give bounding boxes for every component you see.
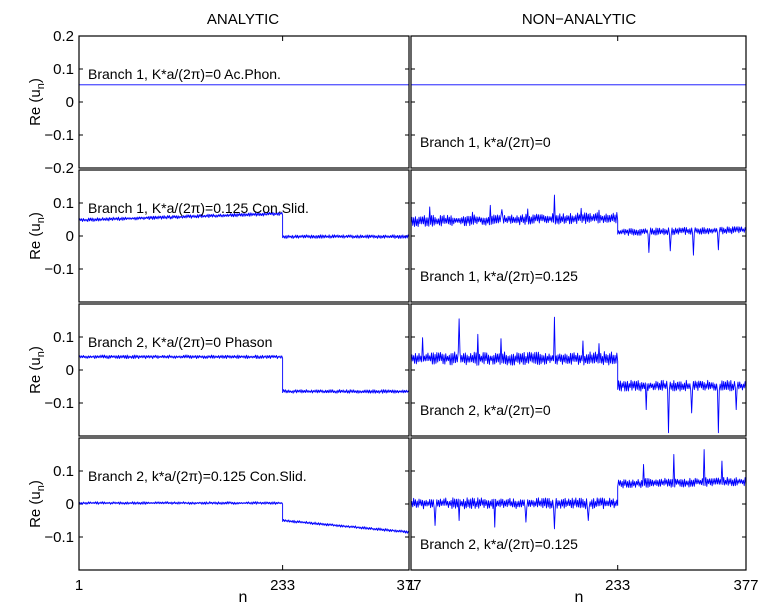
panel-annotation: Branch 1, K*a/(2π)=0 Ac.Phon. xyxy=(88,66,281,82)
y-axis-label-text: Re (u xyxy=(27,223,44,260)
y-tick-label: 0 xyxy=(66,362,74,379)
x-axis-label-left: n xyxy=(239,589,248,606)
panel-frame xyxy=(78,303,410,437)
series-line xyxy=(78,354,410,394)
panel-annotation: Branch 2, k*a/(2π)=0.125 Con.Slid. xyxy=(88,468,307,484)
panel-frame xyxy=(410,303,747,437)
panel-0-1: Branch 1, k*a/(2π)=0 xyxy=(410,35,747,169)
y-axis-label-text: Re (u xyxy=(27,357,44,394)
y-axis-label-close: ) xyxy=(27,346,44,351)
panel-1-1: Branch 1, k*a/(2π)=0.125 xyxy=(410,169,747,303)
y-axis-label: Re (un) xyxy=(27,480,47,528)
y-axis-label: Re (un) xyxy=(27,212,47,260)
panel-frame xyxy=(410,35,747,169)
x-tick-label: 233 xyxy=(270,577,295,594)
y-tick-label: 0 xyxy=(66,496,74,513)
y-tick-label: 0.1 xyxy=(53,329,74,346)
y-tick-label: −0.1 xyxy=(44,529,74,546)
series-line xyxy=(78,501,410,534)
y-axis-label: Re (un) xyxy=(27,78,47,126)
y-axis-label-close: ) xyxy=(27,78,44,83)
panel-frame xyxy=(410,437,747,571)
y-axis-label-text: Re (u xyxy=(27,491,44,528)
x-tick-label: 377 xyxy=(396,577,421,594)
x-tick-label: 1 xyxy=(407,577,415,594)
y-tick-label: 0.2 xyxy=(53,28,74,45)
panel-annotation: Branch 1, K*a/(2π)=0.125 Con.Slid. xyxy=(88,200,309,216)
y-axis-label-close: ) xyxy=(27,480,44,485)
y-axis-label-subscript: n xyxy=(35,485,47,491)
series-line xyxy=(410,449,747,530)
column-title-analytic: ANALYTIC xyxy=(207,11,279,28)
y-tick-label: 0 xyxy=(66,228,74,245)
x-tick-label: 233 xyxy=(605,577,630,594)
y-tick-label: 0.1 xyxy=(53,463,74,480)
y-tick-label: 0 xyxy=(66,94,74,111)
y-axis-label: Re (un) xyxy=(27,346,47,394)
y-axis-label-subscript: n xyxy=(35,351,47,357)
panel-annotation: Branch 2, k*a/(2π)=0 xyxy=(420,402,551,418)
y-axis-label-subscript: n xyxy=(35,83,47,89)
series-line xyxy=(410,316,747,434)
y-axis-label-text: Re (u xyxy=(27,89,44,126)
panel-annotation: Branch 2, K*a/(2π)=0 Phason xyxy=(88,334,272,350)
panel-annotation: Branch 2, k*a/(2π)=0.125 xyxy=(420,536,578,552)
x-axis-label-right: n xyxy=(575,589,584,606)
y-axis-label-subscript: n xyxy=(35,217,47,223)
y-tick-label: 0.1 xyxy=(53,61,74,78)
series-line xyxy=(410,194,747,256)
y-tick-label: −0.1 xyxy=(44,127,74,144)
panel-1-0: 0.1 0 −0.1 Branch 1, K*a/(2π)=0.125 Con.Sli… xyxy=(27,169,410,303)
panel-frame xyxy=(410,169,747,303)
panel-annotation: Branch 1, k*a/(2π)=0.125 xyxy=(420,268,578,284)
y-tick-label: −0.2 xyxy=(44,160,74,177)
panel-frame xyxy=(78,437,410,571)
y-tick-label: −0.1 xyxy=(44,261,74,278)
panel-2-1: Branch 2, k*a/(2π)=0 xyxy=(410,303,747,437)
panel-2-0: 0.1 0 −0.1 Branch 2, K*a/(2π)=0 Phason Re (u… xyxy=(27,303,410,437)
panel-3-1: Branch 2, k*a/(2π)=0.125 xyxy=(410,437,747,571)
panel-annotation: Branch 1, k*a/(2π)=0 xyxy=(420,134,551,150)
panels: 0.2 0.1 0 −0.1 −0.2 Branch 1, K*a/(2π)=0 Ac.P… xyxy=(27,28,759,594)
panel-0-0: 0.2 0.1 0 −0.1 −0.2 Branch 1, K*a/(2π)=0 Ac.P… xyxy=(27,28,410,177)
panel-frame xyxy=(78,35,410,169)
panel-frame xyxy=(78,169,410,303)
x-tick-label: 377 xyxy=(733,577,758,594)
x-tick-label: 1 xyxy=(75,577,83,594)
y-tick-label: 0.1 xyxy=(53,195,74,212)
panel-3-0: 0.1 0 −0.1 Branch 2, k*a/(2π)=0.125 Con.Sli… xyxy=(27,437,410,571)
y-axis-label-close: ) xyxy=(27,212,44,217)
y-tick-label: −0.1 xyxy=(44,395,74,412)
series-line xyxy=(78,211,410,239)
column-title-non-analytic: NON−ANALYTIC xyxy=(522,11,636,28)
